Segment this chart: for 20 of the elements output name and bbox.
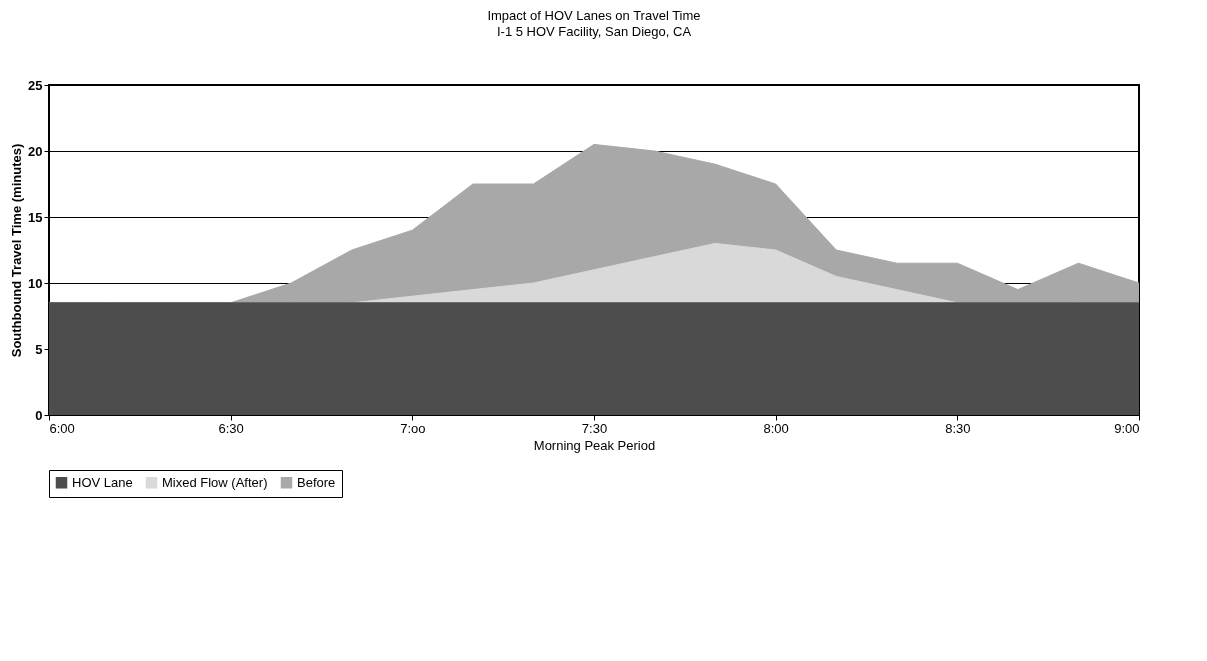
y-tick-label: 10: [28, 275, 43, 291]
legend-label: Before: [297, 474, 336, 490]
chart-title: Impact of HOV Lanes on Travel Time: [487, 8, 701, 23]
y-tick-label: 20: [28, 143, 43, 159]
x-tick-label: 8:00: [763, 420, 789, 436]
y-tick-label: 5: [35, 341, 43, 357]
x-tick-label: 6:30: [218, 420, 244, 436]
x-tick-label: 9:00: [1114, 420, 1140, 436]
y-tick-label: 25: [28, 77, 43, 93]
x-tick-label: 7:30: [581, 420, 608, 436]
x-tick-label: 8:30: [945, 420, 971, 436]
x-tick-label: 6:00: [49, 420, 75, 436]
legend-label: HOV Lane: [72, 474, 133, 490]
x-axis-title: Morning Peak Period: [533, 437, 656, 453]
x-tick-label: 7:oo: [400, 420, 426, 436]
y-tick-label: 15: [28, 209, 43, 225]
y-axis-title: Southbound Travel Time (minutes): [9, 143, 25, 358]
y-tick-label: 0: [35, 407, 43, 423]
legend-label: Mixed Flow (After): [162, 474, 268, 490]
chart-subtitle: I-1 5 HOV Facility, San Diego, CA: [496, 24, 692, 39]
